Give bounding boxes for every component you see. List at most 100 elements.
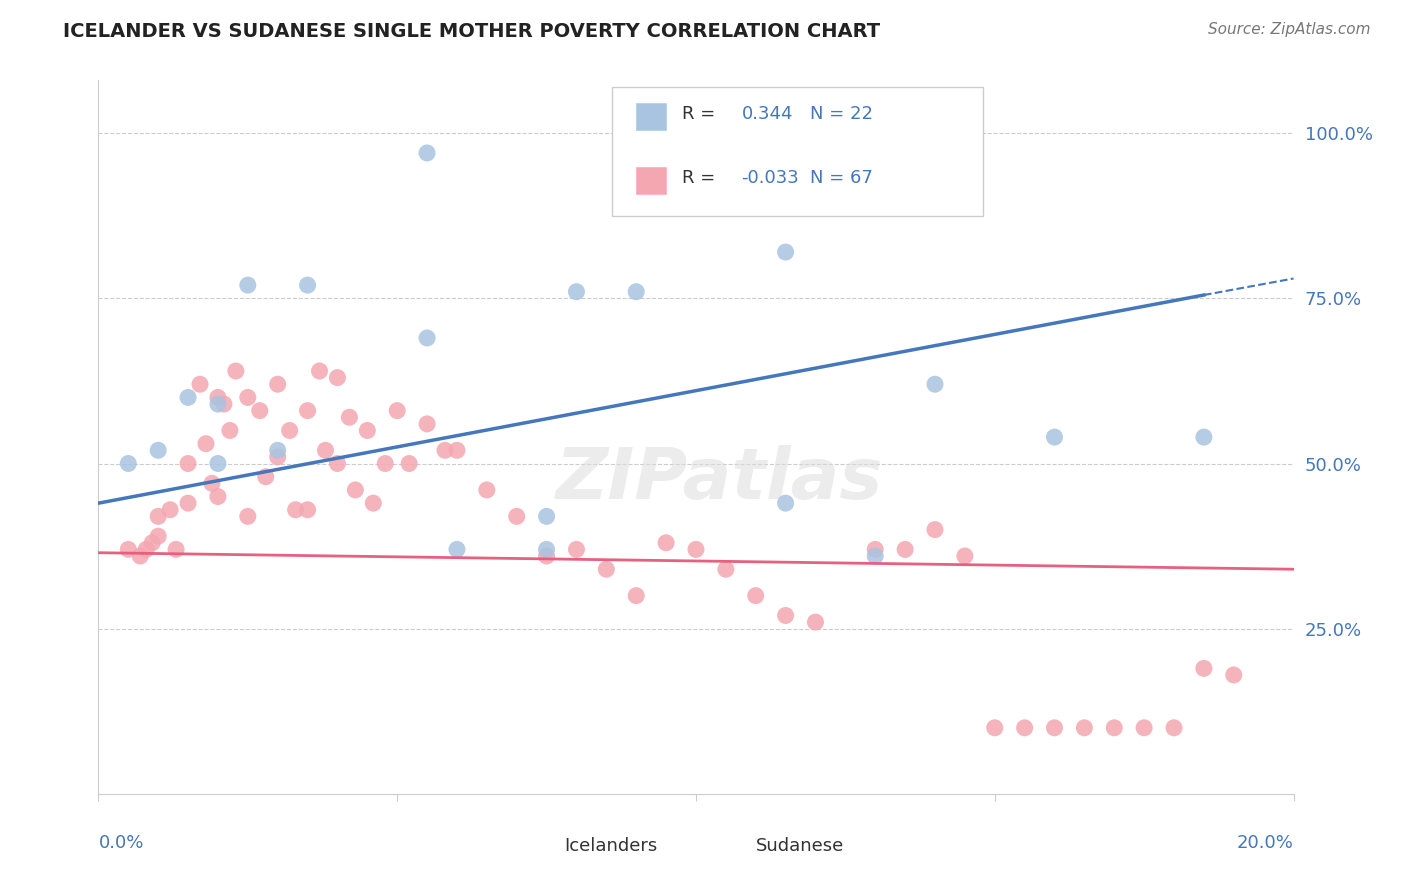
Point bbox=[236, 509, 259, 524]
Point bbox=[953, 549, 976, 563]
Text: Icelanders: Icelanders bbox=[565, 837, 658, 855]
Point bbox=[267, 443, 290, 458]
Point bbox=[207, 490, 229, 504]
Point bbox=[984, 721, 1007, 735]
Point bbox=[536, 549, 558, 563]
Point bbox=[1043, 430, 1066, 444]
Text: ZIPatlas: ZIPatlas bbox=[557, 445, 883, 515]
Point bbox=[159, 502, 181, 516]
Text: 0.344: 0.344 bbox=[741, 105, 793, 123]
Point bbox=[207, 457, 229, 471]
Point bbox=[714, 562, 737, 576]
Point bbox=[536, 509, 558, 524]
Point bbox=[267, 450, 290, 464]
Point bbox=[344, 483, 367, 497]
Point bbox=[207, 397, 229, 411]
FancyBboxPatch shape bbox=[613, 87, 983, 216]
Point bbox=[195, 436, 218, 450]
Point bbox=[254, 469, 277, 483]
Point bbox=[595, 562, 617, 576]
Point bbox=[363, 496, 385, 510]
Text: 0.0%: 0.0% bbox=[98, 833, 143, 852]
Point bbox=[135, 542, 157, 557]
Point bbox=[356, 424, 378, 438]
Bar bbox=[637, 167, 666, 194]
Point bbox=[148, 509, 170, 524]
Point bbox=[775, 608, 797, 623]
Point bbox=[236, 391, 259, 405]
Point bbox=[924, 377, 946, 392]
Point bbox=[207, 391, 229, 405]
Point bbox=[212, 397, 235, 411]
Bar bbox=[529, 837, 555, 855]
Point bbox=[565, 285, 588, 299]
Point bbox=[117, 457, 139, 471]
Point bbox=[1192, 430, 1215, 444]
Point bbox=[416, 331, 439, 345]
Point bbox=[398, 457, 420, 471]
Point bbox=[326, 457, 349, 471]
Text: R =: R = bbox=[682, 169, 721, 187]
Text: R =: R = bbox=[682, 105, 721, 123]
Point bbox=[506, 509, 529, 524]
Point bbox=[775, 245, 797, 260]
Point bbox=[655, 145, 678, 160]
Point bbox=[148, 443, 170, 458]
Point bbox=[148, 529, 170, 543]
Point bbox=[655, 536, 678, 550]
Point bbox=[326, 370, 349, 384]
Point bbox=[177, 391, 200, 405]
Point bbox=[339, 410, 361, 425]
Point bbox=[308, 364, 330, 378]
Point bbox=[865, 549, 887, 563]
Point bbox=[1223, 668, 1246, 682]
Text: Source: ZipAtlas.com: Source: ZipAtlas.com bbox=[1208, 22, 1371, 37]
Point bbox=[297, 403, 319, 417]
Point bbox=[374, 457, 396, 471]
Point bbox=[315, 443, 337, 458]
Point bbox=[225, 364, 247, 378]
Point bbox=[117, 542, 139, 557]
Point bbox=[446, 542, 468, 557]
Point bbox=[446, 443, 468, 458]
Point bbox=[129, 549, 152, 563]
Point bbox=[284, 502, 307, 516]
Point bbox=[1133, 721, 1156, 735]
Point bbox=[536, 542, 558, 557]
Text: 20.0%: 20.0% bbox=[1237, 833, 1294, 852]
Text: N = 22: N = 22 bbox=[810, 105, 873, 123]
Text: -0.033: -0.033 bbox=[741, 169, 799, 187]
Point bbox=[236, 278, 259, 293]
Point bbox=[865, 542, 887, 557]
Point bbox=[1104, 721, 1126, 735]
Point bbox=[626, 589, 648, 603]
Point bbox=[267, 377, 290, 392]
Point bbox=[1163, 721, 1185, 735]
Point bbox=[278, 424, 301, 438]
Bar bbox=[637, 103, 666, 130]
Point bbox=[297, 278, 319, 293]
Point bbox=[188, 377, 211, 392]
Point bbox=[416, 145, 439, 160]
Point bbox=[924, 523, 946, 537]
Point bbox=[385, 403, 409, 417]
Text: N = 67: N = 67 bbox=[810, 169, 872, 187]
Point bbox=[249, 403, 271, 417]
Point bbox=[745, 589, 768, 603]
Point bbox=[894, 542, 917, 557]
Point bbox=[177, 496, 200, 510]
Point bbox=[1014, 721, 1036, 735]
Point bbox=[475, 483, 498, 497]
Point bbox=[177, 457, 200, 471]
Point bbox=[775, 496, 797, 510]
Text: Sudanese: Sudanese bbox=[756, 837, 844, 855]
Point bbox=[1073, 721, 1095, 735]
Point bbox=[626, 285, 648, 299]
Point bbox=[1043, 721, 1066, 735]
Point bbox=[141, 536, 163, 550]
Point bbox=[297, 502, 319, 516]
Point bbox=[201, 476, 224, 491]
Point bbox=[565, 542, 588, 557]
Point bbox=[1192, 661, 1215, 675]
Point bbox=[165, 542, 187, 557]
